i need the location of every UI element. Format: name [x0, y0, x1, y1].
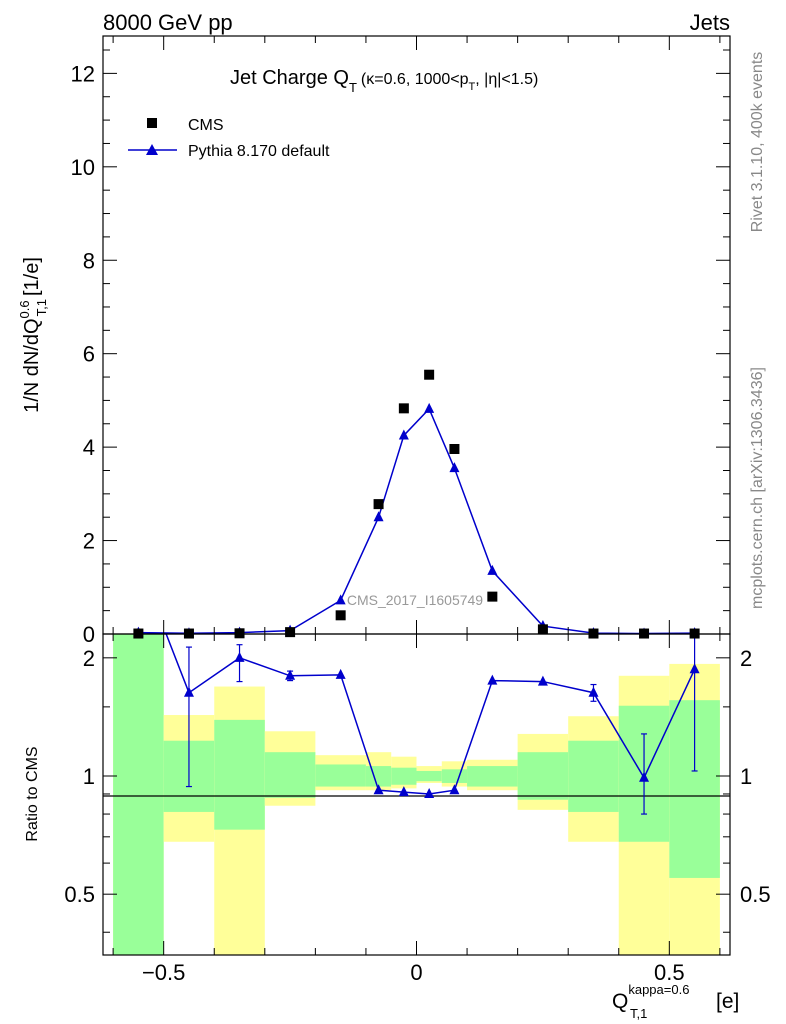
cms-point — [487, 591, 498, 602]
ratio-band-green — [315, 764, 366, 787]
ylabel-unit: [1/e] — [21, 257, 43, 296]
xlabel-sub: T,1 — [630, 1006, 647, 1021]
ylabel-sup: 0.6 — [17, 300, 32, 318]
watermark: CMS_2017_I1605749 — [347, 592, 483, 608]
ratio-point — [234, 651, 245, 662]
ratio-band-green — [441, 769, 468, 783]
xlabel-main: Q — [612, 990, 628, 1013]
ratio-y-tick-label-right: 2 — [740, 646, 752, 671]
ratio-point — [183, 686, 194, 697]
ratio-point — [689, 663, 700, 674]
ratio-point — [335, 668, 346, 679]
title-rest-b: , |η|<1.5) — [475, 71, 538, 88]
mc-point — [449, 462, 460, 473]
legend-mc-label: Pythia 8.170 default — [188, 143, 330, 160]
ratio-band-green — [416, 770, 442, 782]
ratio-y-tick-label-right: 0.5 — [740, 882, 771, 907]
ratio-y-tick-label: 2 — [83, 646, 95, 671]
mc-point — [373, 511, 384, 522]
mc-point — [487, 564, 498, 575]
header-left: 8000 GeV pp — [103, 10, 233, 35]
cms-point — [424, 369, 435, 380]
ratio-band-green — [391, 767, 417, 785]
cms-point — [537, 624, 548, 635]
ratio-point — [449, 784, 460, 795]
title-main: Jet Charge Q — [230, 67, 349, 89]
mc-point — [335, 594, 346, 605]
ratio-point — [285, 669, 296, 680]
y-tick-label: 12 — [71, 61, 95, 86]
mc-line — [138, 407, 695, 635]
ratio-band-green — [264, 752, 316, 798]
legend-data-label: CMS — [188, 117, 224, 134]
cms-point — [373, 499, 384, 510]
ratio-line — [165, 634, 696, 795]
legend: CMS Pythia 8.170 default — [128, 117, 330, 160]
rivet-label: Rivet 3.1.10, 400k events — [749, 52, 766, 233]
ratio-y-tick-label: 1 — [83, 764, 95, 789]
ratio-point — [424, 787, 435, 798]
ylabel-main: 1/N dN/dQ — [21, 318, 43, 412]
x-tick-label: 0.5 — [654, 960, 685, 985]
ratio-point — [398, 786, 409, 797]
ratio-y-tick-label: 0.5 — [64, 882, 95, 907]
legend-data-marker — [147, 118, 157, 128]
ratio-y-axis-label: Ratio to CMS — [24, 746, 41, 841]
header-right: Jets — [690, 10, 730, 35]
y-tick-label: 0 — [83, 622, 95, 647]
cms-point — [335, 610, 346, 621]
title-rest-a: (κ=0.6, 1000<p — [361, 71, 469, 88]
mcplots-label: mcplots.cern.ch [arXiv:1306.3436] — [749, 367, 766, 609]
ratio-bands — [113, 634, 720, 955]
ratio-y-tick-label-right: 1 — [740, 764, 752, 789]
xlabel-sup: kappa=0.6 — [628, 982, 689, 997]
y-tick-label: 4 — [83, 435, 95, 460]
xlabel-unit: [e] — [716, 990, 739, 1013]
title-rest-sub: T — [469, 81, 476, 93]
ratio-band-green — [568, 740, 619, 812]
ratio-point — [588, 686, 599, 697]
legend-mc-marker — [146, 144, 158, 155]
y-axis-label: 1/N dN/dQ0.6 T,1 [1/e] — [17, 257, 49, 413]
ratio-series — [165, 633, 700, 815]
ratio-band-green — [467, 766, 518, 787]
ratio-band-green — [214, 719, 265, 830]
ratio-line-group — [165, 634, 696, 795]
y-tick-label: 6 — [83, 342, 95, 367]
ratio-point — [487, 674, 498, 685]
cms-point — [234, 628, 245, 639]
ratio-point — [639, 771, 650, 782]
x-tick-label: −0.5 — [142, 960, 185, 985]
cms-point — [449, 443, 460, 454]
y-tick-label: 10 — [71, 155, 95, 180]
ratio-band-green — [517, 752, 569, 800]
cms-point — [398, 403, 409, 414]
ylabel-sub: T,1 — [34, 299, 49, 316]
y-tick-label: 2 — [83, 529, 95, 554]
y-tick-label: 8 — [83, 248, 95, 273]
x-tick-label: 0 — [410, 960, 422, 985]
title-main-sub: T — [349, 80, 357, 95]
mc-point — [398, 429, 409, 440]
x-axis-label: Qkappa=0.6 T,1 [e] — [612, 982, 739, 1021]
mc-point — [424, 402, 435, 413]
chart-title: Jet Charge QT (κ=0.6, 1000<pT, |η|<1.5) — [230, 67, 538, 95]
cms-point — [285, 627, 296, 638]
ratio-point — [537, 675, 548, 686]
ratio-band-green — [113, 634, 164, 955]
ratio-band-green — [365, 766, 392, 787]
ratio-point — [373, 784, 384, 795]
